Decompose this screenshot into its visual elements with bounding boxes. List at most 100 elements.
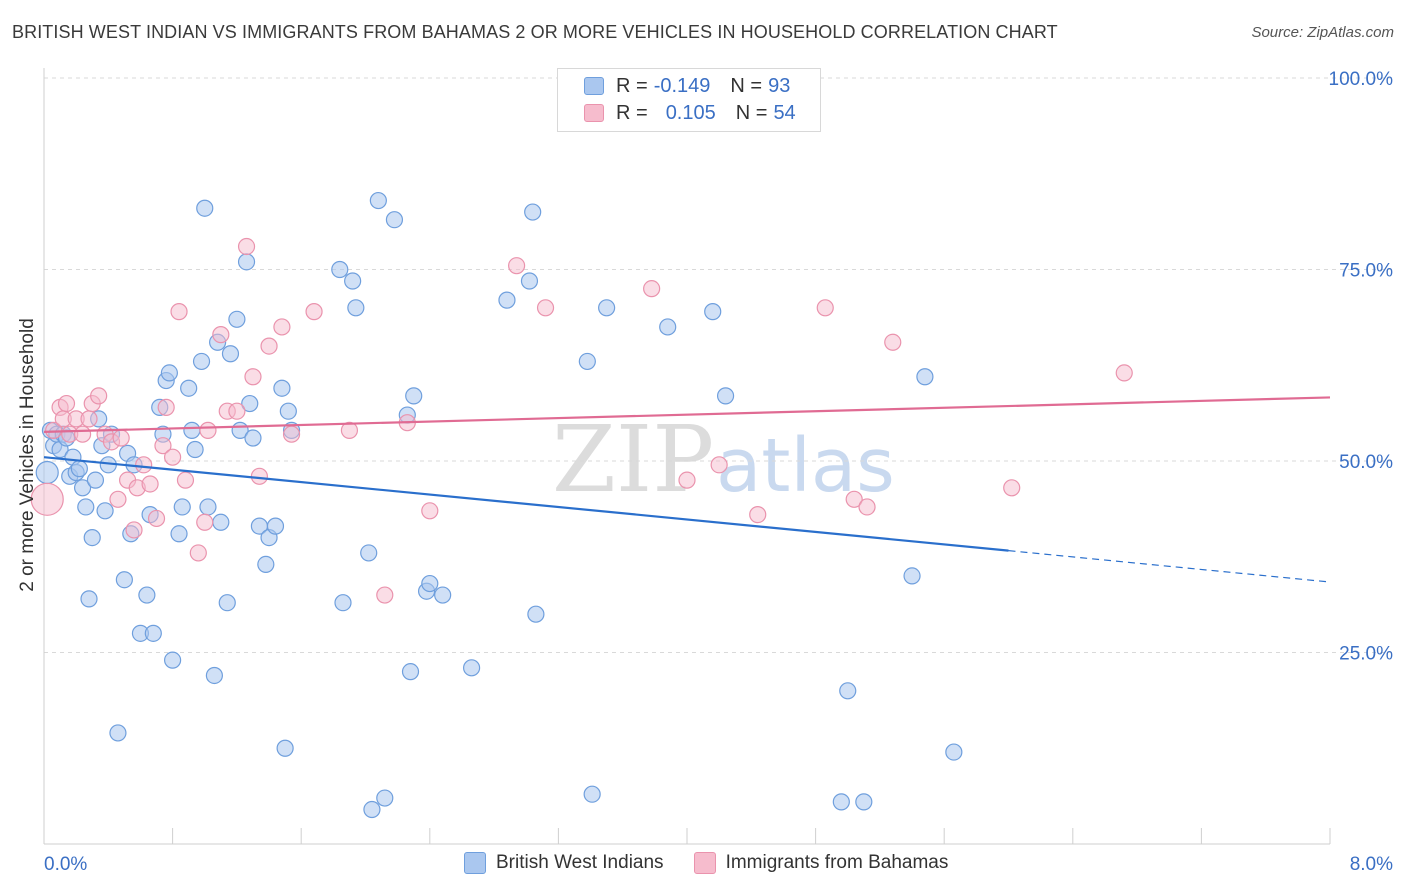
data-point-british-west-indians (244, 429, 262, 447)
series-legend: British West Indians Immigrants from Bah… (464, 852, 978, 874)
y-tick-label: 50.0% (1339, 452, 1393, 473)
data-point-british-west-indians (196, 199, 214, 217)
data-point-british-west-indians (273, 379, 291, 397)
data-point-british-west-indians (405, 387, 423, 405)
data-point-immigrants-from-bahamas (858, 498, 876, 516)
data-point-british-west-indians (138, 586, 156, 604)
data-point-immigrants-from-bahamas (112, 429, 130, 447)
data-point-immigrants-from-bahamas (1003, 479, 1021, 497)
data-point-british-west-indians (376, 789, 394, 807)
data-point-british-west-indians (347, 299, 365, 317)
x-tick-label-max: 8.0% (1350, 854, 1393, 875)
data-point-british-west-indians (903, 567, 921, 585)
data-point-british-west-indians (73, 479, 92, 497)
data-point-british-west-indians (186, 440, 204, 459)
legend-r-label: R = (616, 74, 648, 97)
data-point-immigrants-from-bahamas (421, 502, 439, 520)
data-point-immigrants-from-bahamas (141, 475, 159, 493)
watermark-atlas: atlas (716, 423, 895, 509)
data-point-british-west-indians (205, 666, 223, 685)
data-point-immigrants-from-bahamas (305, 303, 323, 321)
legend-row-pink: R = 0.105 N = 54 (584, 101, 796, 125)
data-point-british-west-indians (221, 345, 240, 363)
data-point-british-west-indians (160, 364, 178, 382)
legend-swatch-pink (693, 852, 716, 874)
legend-r-value: 0.105 (665, 101, 716, 124)
data-point-british-west-indians (199, 498, 217, 516)
legend-n-value: 93 (768, 74, 791, 97)
data-point-british-west-indians (109, 724, 127, 742)
data-point-british-west-indians (401, 663, 420, 681)
data-point-immigrants-from-bahamas (164, 448, 182, 466)
data-point-british-west-indians (520, 272, 539, 290)
data-point-british-west-indians (331, 260, 349, 279)
data-point-british-west-indians (35, 460, 59, 485)
data-point-british-west-indians (86, 471, 105, 489)
data-point-immigrants-from-bahamas (250, 467, 269, 485)
data-point-british-west-indians (716, 387, 735, 405)
legend-row-blue: R = -0.149 N = 93 (584, 74, 790, 98)
data-point-british-west-indians (180, 379, 198, 397)
data-point-immigrants-from-bahamas (90, 387, 108, 405)
data-point-british-west-indians (96, 502, 114, 520)
legend-swatch-blue (464, 852, 486, 874)
data-point-british-west-indians (170, 525, 188, 543)
y-tick-label: 100.0% (1329, 69, 1394, 90)
data-point-immigrants-from-bahamas (154, 437, 172, 455)
data-point-british-west-indians (115, 571, 133, 589)
data-point-british-west-indians (237, 253, 256, 271)
data-point-immigrants-from-bahamas (109, 490, 127, 508)
data-point-british-west-indians (704, 303, 722, 321)
data-point-british-west-indians (421, 574, 439, 593)
data-point-immigrants-from-bahamas (1115, 364, 1133, 382)
data-point-british-west-indians (183, 421, 201, 439)
data-point-british-west-indians (241, 394, 259, 413)
legend-r-value: -0.149 (653, 74, 711, 97)
data-point-british-west-indians (524, 203, 542, 221)
trend-line-immigrants-from-bahamas (43, 396, 1331, 433)
watermark-zip: ZIP (552, 406, 714, 513)
data-point-british-west-indians (369, 191, 387, 210)
data-point-british-west-indians (832, 793, 850, 811)
data-point-british-west-indians (344, 272, 362, 290)
data-point-british-west-indians (192, 352, 211, 371)
y-tick-label: 25.0% (1339, 644, 1393, 665)
data-point-british-west-indians (839, 682, 857, 700)
legend-label: British West Indians (496, 852, 664, 873)
data-point-immigrants-from-bahamas (340, 421, 359, 439)
data-point-immigrants-from-bahamas (273, 318, 291, 336)
data-point-immigrants-from-bahamas (147, 509, 166, 528)
data-point-british-west-indians (527, 605, 545, 623)
data-point-british-west-indians (164, 651, 182, 669)
data-point-british-west-indians (70, 460, 88, 478)
data-point-british-west-indians (77, 498, 95, 516)
data-point-british-west-indians (855, 793, 873, 811)
data-point-british-west-indians (659, 318, 677, 336)
data-point-immigrants-from-bahamas (536, 299, 555, 317)
data-point-british-west-indians (334, 594, 352, 612)
legend-n-label: N = (735, 101, 768, 124)
data-point-british-west-indians (228, 310, 246, 328)
data-point-immigrants-from-bahamas (884, 333, 902, 351)
data-point-british-west-indians (173, 498, 191, 516)
data-point-immigrants-from-bahamas (189, 544, 207, 562)
data-point-immigrants-from-bahamas (199, 421, 217, 439)
source-label: Source: ZipAtlas.com (1251, 24, 1394, 41)
legend-r-label: R = (616, 101, 648, 124)
data-point-british-west-indians (363, 800, 381, 819)
data-point-british-west-indians (279, 402, 297, 420)
trend-line-extension-british-west-indians (1008, 550, 1331, 583)
data-point-immigrants-from-bahamas (228, 402, 246, 420)
data-point-immigrants-from-bahamas (237, 237, 256, 256)
data-point-immigrants-from-bahamas (643, 280, 661, 298)
data-point-british-west-indians (578, 352, 596, 371)
data-point-british-west-indians (83, 528, 101, 547)
data-point-british-west-indians (916, 368, 934, 386)
legend-label: Immigrants from Bahamas (725, 852, 949, 873)
data-point-immigrants-from-bahamas (508, 257, 526, 275)
x-tick-label-min: 0.0% (44, 854, 87, 875)
data-point-british-west-indians (80, 590, 98, 608)
data-point-british-west-indians (257, 555, 275, 574)
data-point-immigrants-from-bahamas (196, 513, 214, 531)
